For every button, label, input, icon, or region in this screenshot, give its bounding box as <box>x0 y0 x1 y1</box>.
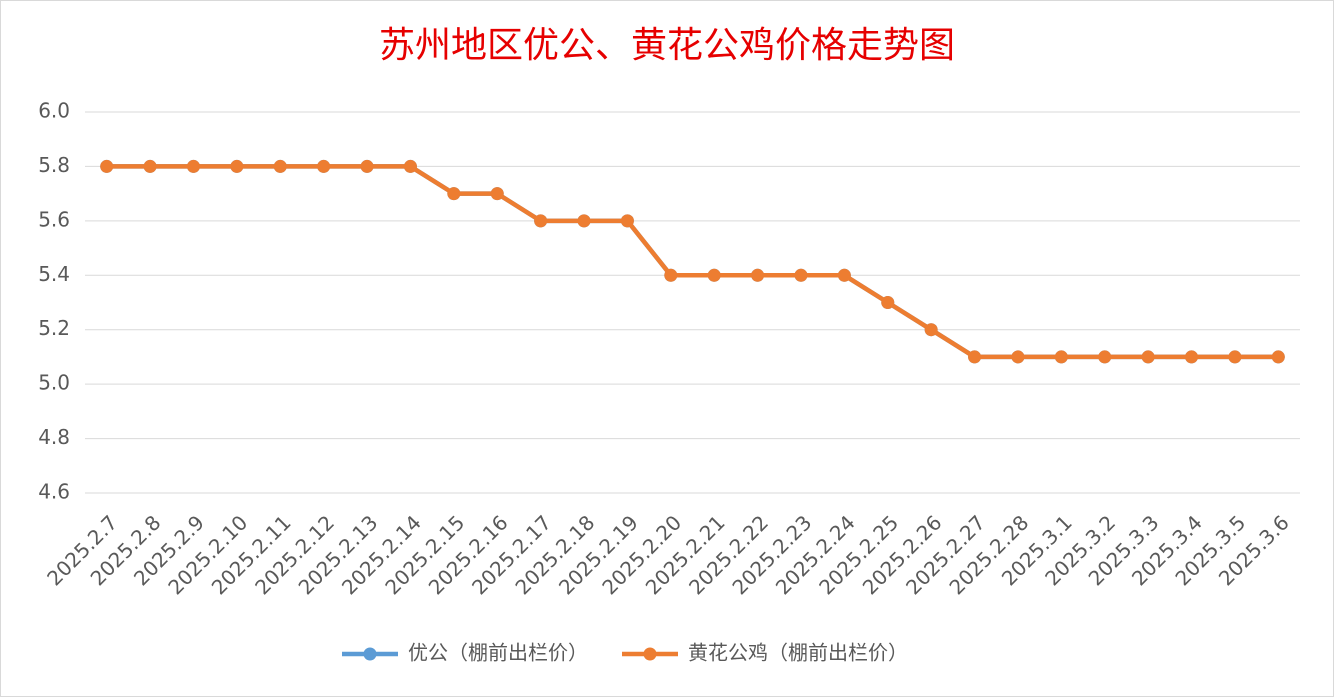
y-tick-label: 4.6 <box>38 480 70 504</box>
legend-marker <box>363 647 377 661</box>
point <box>707 268 721 282</box>
point <box>186 159 200 173</box>
point <box>1011 350 1025 364</box>
y-tick-label: 5.8 <box>38 153 70 177</box>
y-tick-label: 5.0 <box>38 371 70 395</box>
point <box>968 350 982 364</box>
legend-label: 黄花公鸡（棚前出栏价） <box>688 641 908 665</box>
point <box>1271 350 1285 364</box>
point <box>490 187 504 201</box>
y-tick-label: 5.6 <box>38 207 70 231</box>
point <box>360 159 374 173</box>
point <box>1141 350 1155 364</box>
legend-label: 优公（棚前出栏价） <box>408 641 588 665</box>
point <box>534 214 548 228</box>
chart-title: 苏州地区优公、黄花公鸡价格走势图 <box>379 25 955 66</box>
point <box>794 268 808 282</box>
point <box>1054 350 1068 364</box>
point <box>273 159 287 173</box>
point <box>100 159 114 173</box>
point <box>1185 350 1199 364</box>
y-tick-label: 6.0 <box>38 99 70 123</box>
y-tick-label: 4.8 <box>38 425 70 449</box>
point <box>403 159 417 173</box>
legend-marker <box>643 647 657 661</box>
point <box>837 268 851 282</box>
point <box>924 323 938 337</box>
point <box>620 214 634 228</box>
point <box>143 159 157 173</box>
y-tick-label: 5.4 <box>38 262 70 286</box>
series-line <box>106 164 1279 360</box>
point <box>317 159 331 173</box>
point <box>447 187 461 201</box>
point <box>664 268 678 282</box>
point <box>1098 350 1112 364</box>
y-tick-label: 5.2 <box>38 316 70 340</box>
point <box>1228 350 1242 364</box>
point <box>881 296 895 309</box>
point <box>577 214 591 228</box>
point <box>751 268 765 282</box>
point <box>230 159 244 173</box>
